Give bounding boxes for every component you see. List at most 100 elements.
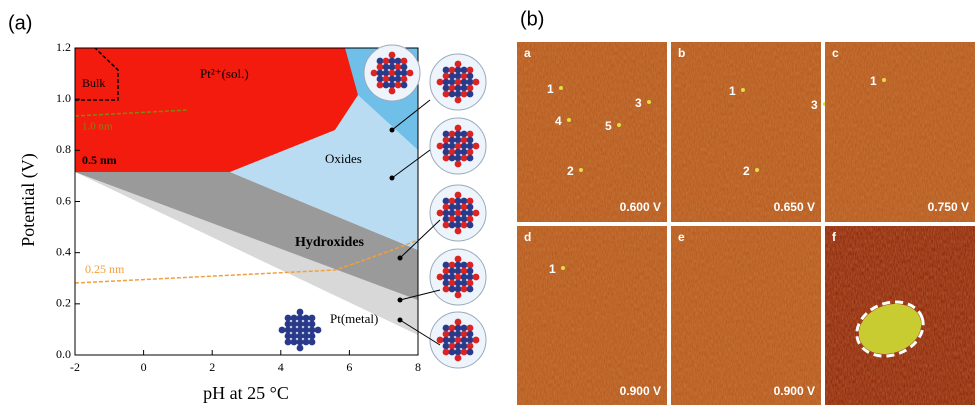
voltage-label: 0.750 V: [928, 200, 969, 214]
particle-marker: 4: [555, 114, 562, 128]
panel-label: (a): [8, 12, 32, 34]
atom: [467, 274, 474, 281]
atom: [455, 222, 462, 229]
atom: [443, 198, 450, 205]
atom: [461, 85, 468, 92]
particle-marker: 2: [567, 164, 574, 178]
atom: [315, 327, 322, 334]
x-tick-label: 0: [141, 360, 147, 374]
afm-image: f: [825, 226, 975, 405]
atom: [371, 70, 378, 77]
atom: [443, 274, 450, 281]
atom: [449, 349, 456, 356]
y-tick-label: 0.4: [56, 244, 71, 258]
atom: [455, 137, 462, 144]
atom: [285, 321, 292, 328]
atom: [461, 331, 468, 338]
particle: [882, 78, 886, 82]
atom: [303, 327, 310, 334]
particle-marker: 1: [729, 84, 736, 98]
atom: [455, 210, 462, 217]
atom: [285, 333, 292, 340]
atom: [443, 137, 450, 144]
atom: [389, 82, 396, 89]
afm-image: e0.900 V: [671, 226, 821, 405]
atom: [407, 70, 414, 77]
atom: [461, 343, 468, 350]
arrow-dot: [398, 256, 403, 261]
atom: [443, 210, 450, 217]
atom: [467, 222, 474, 229]
region-label: Bulk: [82, 76, 105, 90]
atom: [377, 58, 384, 65]
region-label: Oxides: [325, 151, 362, 166]
atom: [455, 228, 462, 235]
atom: [449, 274, 456, 281]
region-label: Hydroxides: [295, 235, 365, 250]
atom: [467, 262, 474, 269]
atom: [443, 349, 450, 356]
region-label: Pt(metal): [330, 311, 378, 326]
particle: [559, 86, 563, 90]
atom: [455, 325, 462, 332]
atom: [461, 91, 468, 98]
atom: [401, 76, 408, 83]
figure: (a)-2024680.00.20.40.60.81.01.2pH at 25 …: [0, 0, 975, 405]
atom: [455, 161, 462, 168]
x-tick-label: 6: [346, 360, 352, 374]
atom: [297, 333, 304, 340]
atom: [395, 70, 402, 77]
atom: [449, 67, 456, 74]
atom: [383, 58, 390, 65]
atom: [303, 333, 310, 340]
particle: [617, 123, 621, 127]
atom: [461, 143, 468, 150]
atom: [443, 325, 450, 332]
atom: [389, 64, 396, 71]
atom: [461, 337, 468, 344]
atom: [443, 286, 450, 293]
atom: [467, 216, 474, 223]
atom: [303, 315, 310, 322]
region-label: 0.5 nm: [82, 153, 117, 167]
atom: [461, 198, 468, 205]
voltage-label: 0.600 V: [620, 200, 661, 214]
atom: [461, 268, 468, 275]
atom: [455, 67, 462, 74]
atom: [279, 327, 286, 334]
atom: [291, 339, 298, 346]
atom: [449, 85, 456, 92]
atom: [467, 337, 474, 344]
atom: [443, 149, 450, 156]
atom: [467, 331, 474, 338]
region-label: 1.0 nm: [82, 121, 113, 133]
atom: [455, 286, 462, 293]
atom: [377, 82, 384, 89]
x-tick-label: 4: [278, 360, 284, 374]
atom: [467, 343, 474, 350]
atom: [455, 268, 462, 275]
atom: [467, 349, 474, 356]
voltage-label: 0.900 V: [620, 384, 661, 398]
atom: [467, 325, 474, 332]
image-texture: [671, 42, 821, 222]
atom: [443, 337, 450, 344]
atom: [285, 339, 292, 346]
atom: [455, 256, 462, 263]
atom: [395, 58, 402, 65]
atom: [377, 76, 384, 83]
y-tick-label: 0.0: [56, 347, 71, 361]
particle-marker: 2: [743, 164, 750, 178]
atom: [467, 280, 474, 287]
atom: [449, 143, 456, 150]
atom: [461, 349, 468, 356]
atom: [455, 91, 462, 98]
voltage-label: 0.900 V: [774, 384, 815, 398]
atom: [303, 321, 310, 328]
particle: [647, 100, 651, 104]
particle: [579, 168, 583, 172]
atom: [461, 325, 468, 332]
atom: [449, 210, 456, 217]
image-texture: [517, 226, 667, 405]
atom: [401, 82, 408, 89]
